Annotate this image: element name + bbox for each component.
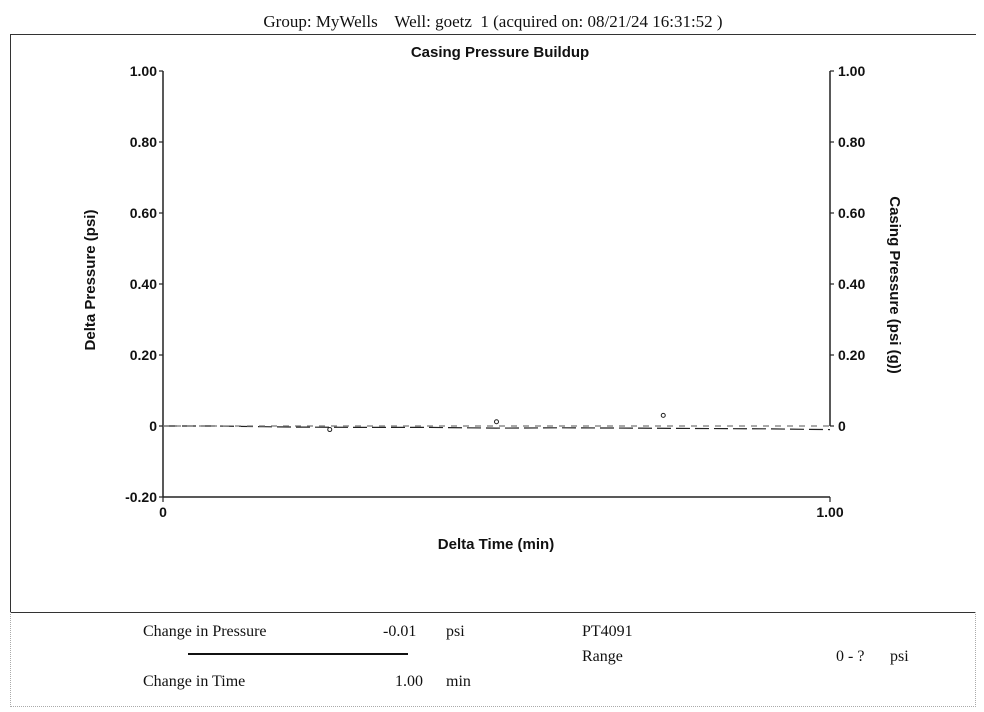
- x-axis-label: Delta Time (min): [438, 536, 554, 553]
- data-point: [327, 427, 333, 433]
- y-axis-right-label: Casing Pressure (psi (g)): [886, 196, 903, 374]
- frame-left-border: [10, 34, 11, 612]
- fraction-divider: [188, 653, 408, 655]
- range-unit: psi: [890, 648, 909, 665]
- y-right-tick-label: 0.80: [838, 134, 865, 150]
- change-pressure-unit: psi: [446, 623, 465, 640]
- y-right-tick-label: 0.60: [838, 205, 865, 221]
- change-time-value: 1.00: [395, 673, 423, 690]
- y-left-tick-label: -0.20: [125, 489, 157, 505]
- footer-left-border: [10, 612, 11, 707]
- y-axis-right-ticks: 1.00 0.80 0.60 0.40 0.20 0: [830, 63, 865, 434]
- y-axis-left-label: Delta Pressure (psi): [82, 210, 99, 351]
- header-text: Group: MyWells Well: goetz 1 (acquired o…: [263, 12, 723, 31]
- data-point: [660, 412, 666, 418]
- sensor-id: PT4091: [582, 623, 633, 640]
- data-point: [494, 419, 499, 425]
- y-left-tick-label: 0.40: [130, 276, 157, 292]
- y-right-tick-label: 0.40: [838, 276, 865, 292]
- x-tick-label: 0: [159, 504, 167, 520]
- frame-bottom-border: [10, 612, 976, 613]
- change-time-label: Change in Time: [143, 673, 246, 690]
- y-right-tick-label: 0: [838, 418, 846, 434]
- footer-right-border: [975, 612, 976, 707]
- header-bar: Group: MyWells Well: goetz 1 (acquired o…: [10, 6, 976, 35]
- y-left-tick-label: 0.20: [130, 347, 157, 363]
- footer-bottom-border: [10, 706, 976, 707]
- change-pressure-label: Change in Pressure: [143, 623, 267, 640]
- y-left-tick-label: 1.00: [130, 63, 157, 79]
- change-pressure-value: -0.01: [383, 623, 417, 640]
- y-left-tick-label: 0.80: [130, 134, 157, 150]
- y-right-tick-label: 0.20: [838, 347, 865, 363]
- y-axis-left-ticks: 1.00 0.80 0.60 0.40 0.20 0 -0.20: [125, 63, 163, 505]
- y-left-tick-label: 0.60: [130, 205, 157, 221]
- x-axis-ticks: 0 1.00: [159, 497, 844, 520]
- y-left-tick-label: 0: [149, 418, 157, 434]
- y-right-tick-label: 1.00: [838, 63, 865, 79]
- chart-title: Casing Pressure Buildup: [411, 44, 589, 61]
- range-value: 0 - ?: [836, 648, 865, 665]
- series-line: [163, 425, 831, 431]
- x-tick-label: 1.00: [816, 504, 843, 520]
- range-label: Range: [582, 648, 623, 665]
- series-layer: [163, 412, 831, 433]
- change-time-unit: min: [446, 673, 471, 690]
